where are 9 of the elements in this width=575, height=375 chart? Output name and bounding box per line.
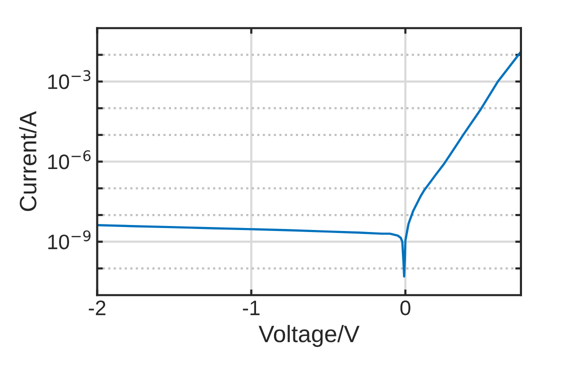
- x-tick-label: -2: [88, 300, 106, 316]
- x-tick-label: -1: [242, 300, 260, 316]
- x-axis-title: Voltage/V: [258, 324, 360, 347]
- y-tick-label: 10$^{−3}$: [48, 70, 90, 90]
- y-tick-label: 10$^{−9}$: [48, 230, 91, 250]
- x-tick-label: 0: [400, 300, 410, 316]
- y-axis-title: Current/A: [19, 111, 36, 211]
- y-tick-label: 10$^{−6}$: [48, 150, 91, 170]
- line-series: [97, 50, 521, 278]
